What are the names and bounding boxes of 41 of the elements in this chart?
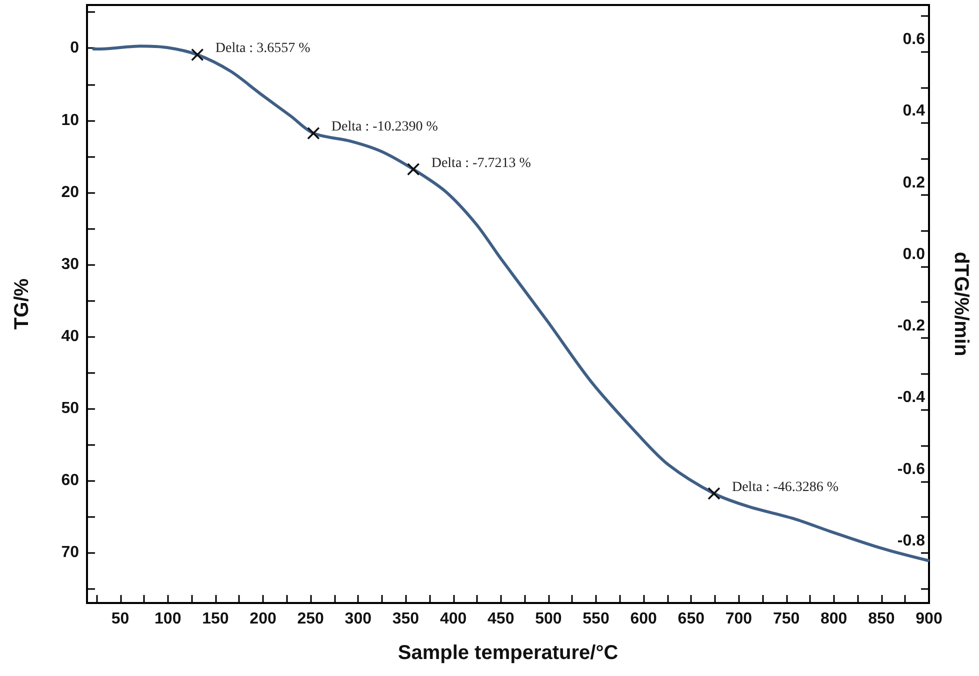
y-tick-label: 40 <box>61 328 80 345</box>
y2-axis-title: dTG/%/min <box>950 252 972 356</box>
y2-tick-label: -0.4 <box>897 389 926 406</box>
y2-tick-label: -0.8 <box>897 532 926 550</box>
y2-tick-label: 0.6 <box>902 31 926 48</box>
y-tick-label: 20 <box>61 184 80 201</box>
x-tick-label: 200 <box>250 610 276 628</box>
x-tick-label: 450 <box>488 610 514 628</box>
y-tick-label: 50 <box>61 400 80 417</box>
x-tick-label: 50 <box>111 610 130 628</box>
x-tick-label: 150 <box>202 610 229 628</box>
y-tick-label: 60 <box>61 472 80 490</box>
annotation: Delta : -10.2390 % <box>331 120 438 135</box>
y2-tick-label: 0.2 <box>902 174 926 192</box>
x-tick-label: 300 <box>344 610 372 628</box>
y-tick-label: 30 <box>61 256 80 273</box>
x-tick-label: 700 <box>725 610 752 628</box>
y2-tick-label: -0.2 <box>897 318 926 335</box>
y-tick-label: 10 <box>61 112 80 129</box>
y2-tick-label: 0.0 <box>902 246 926 263</box>
y-tick-label: 0 <box>70 40 80 57</box>
y2-tick-label: 0.4 <box>902 102 926 120</box>
y2-tick-label: -0.6 <box>897 460 926 478</box>
x-tick-label: 850 <box>868 610 895 628</box>
y-tick-label: 70 <box>61 544 80 562</box>
x-tick-label: 100 <box>154 610 182 628</box>
y-axis-title: TG/% <box>11 278 33 330</box>
x-tick-label: 550 <box>582 610 610 628</box>
x-tick-label: 800 <box>820 610 848 628</box>
x-tick-label: 900 <box>916 610 942 628</box>
x-tick-label: 400 <box>440 610 467 628</box>
x-tick-label: 250 <box>297 610 324 628</box>
x-tick-label: 500 <box>535 610 562 628</box>
x-tick-label: 600 <box>630 610 658 628</box>
x-tick-label: 750 <box>772 610 800 628</box>
annotation: Delta : 3.6557 % <box>215 41 311 56</box>
annotation: Delta : -46.3286 % <box>732 480 839 495</box>
annotation: Delta : -7.7213 % <box>431 156 532 171</box>
x-tick-label: 350 <box>392 610 420 628</box>
x-tick-label: 650 <box>678 610 705 628</box>
x-axis-title: Sample temperature/°C <box>398 642 618 664</box>
